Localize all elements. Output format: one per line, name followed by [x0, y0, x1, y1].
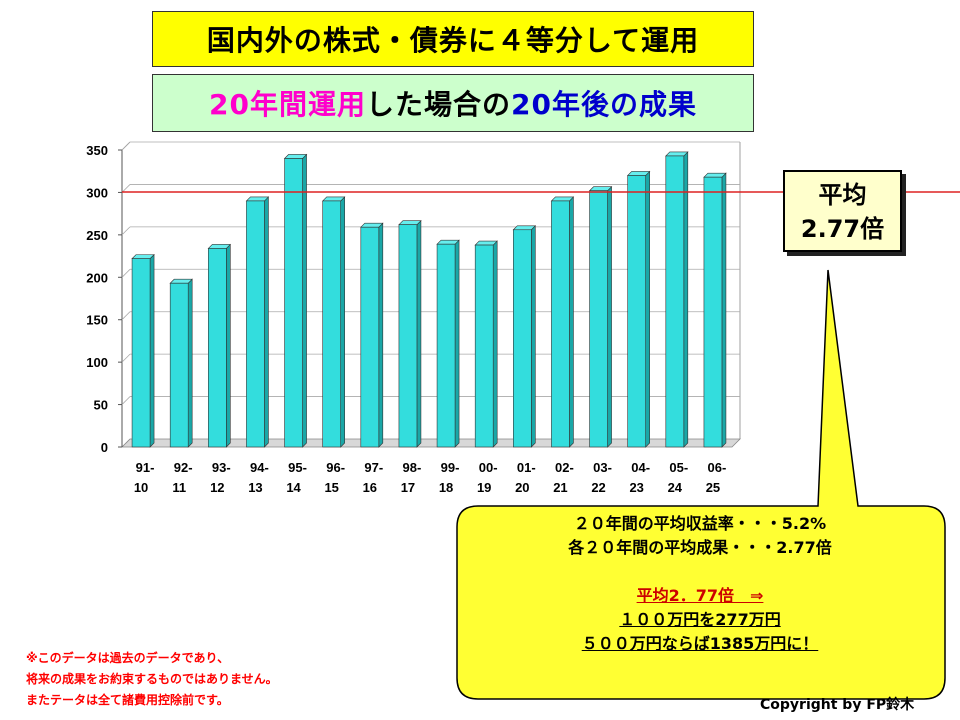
callout-line-4: １００万円を277万円 [619, 610, 781, 629]
callout-line-3: 平均2．77倍 ⇒ [636, 586, 764, 605]
bar [169, 282, 189, 448]
bar [513, 229, 532, 448]
callout-line-2: 各２０年間の平均成果・・・2.77倍 [568, 538, 832, 557]
y-tick-label: 50 [94, 398, 108, 413]
x-tick-label-bottom: 13 [248, 480, 262, 495]
gridline-depth [121, 269, 131, 278]
x-tick-label-bottom: 12 [210, 480, 224, 495]
x-tick-label-top: 05- [669, 460, 688, 475]
gridline-depth [121, 353, 131, 363]
gridline-depth [121, 311, 131, 320]
gridline-depth [121, 396, 131, 405]
average-value: 2.77倍 [800, 215, 885, 243]
x-tick-label-top: 94- [250, 460, 269, 475]
bar [284, 158, 303, 448]
gridline-depth [121, 184, 131, 193]
x-tick-label-top: 93- [212, 460, 231, 475]
x-tick-label-top: 04- [631, 460, 650, 475]
x-tick-label-bottom: 19 [477, 480, 491, 495]
bar [436, 243, 456, 448]
bar [398, 224, 418, 448]
x-tick-label-bottom: 21 [553, 480, 567, 495]
bar [322, 200, 341, 448]
bar [246, 200, 265, 448]
disclaimer-line-3: またテータは全て諸費用控除前です。 [26, 693, 229, 707]
x-tick-label-top: 98- [403, 460, 422, 475]
title-sub-part3: 20年後の成果 [511, 88, 697, 121]
x-tick-label-top: 00- [479, 460, 498, 475]
x-tick-label-bottom: 20 [515, 480, 529, 495]
bar [589, 190, 608, 448]
x-tick-label-top: 03- [593, 460, 612, 475]
x-tick-label-bottom: 25 [706, 480, 720, 495]
x-tick-label-top: 92- [174, 460, 193, 475]
gridline-depth [121, 141, 131, 151]
x-tick-label-top: 91- [136, 460, 155, 475]
title-main: 国内外の株式・債券に４等分して運用 [152, 11, 754, 67]
title-sub-part2: した場合の [365, 88, 511, 121]
callout-line-1: ２０年間の平均収益率・・・5.2% [573, 514, 827, 533]
x-tick-label-top: 99- [441, 460, 460, 475]
average-box: 平均 2.77倍 [783, 170, 902, 252]
disclaimer: ※このデータは過去のデータであり、 将来の成果をお約束するものではありません。 … [26, 648, 278, 711]
plot-wall [122, 142, 740, 447]
disclaimer-line-1: ※このデータは過去のデータであり、 [26, 651, 230, 665]
y-tick-label: 0 [101, 440, 108, 455]
callout-shape [456, 269, 946, 700]
gridline-depth [121, 226, 131, 236]
y-tick-label: 250 [86, 228, 108, 243]
x-tick-label-bottom: 22 [591, 480, 605, 495]
callout-text: ２０年間の平均収益率・・・5.2% 各２０年間の平均成果・・・2.77倍 平均2… [455, 512, 945, 656]
average-label: 平均 [818, 181, 867, 209]
bar [703, 176, 723, 448]
y-tick-label: 300 [86, 185, 108, 200]
title-sub: 20年間運用 した場合の 20年後の成果 [152, 74, 754, 132]
x-tick-label-bottom: 10 [134, 480, 148, 495]
x-tick-label-bottom: 11 [172, 480, 186, 495]
bar [208, 248, 227, 448]
x-tick-label-bottom: 23 [629, 480, 643, 495]
title-sub-part1: 20年間運用 [209, 88, 366, 121]
x-tick-label-top: 02- [555, 460, 574, 475]
x-tick-label-bottom: 15 [324, 480, 338, 495]
copyright: Copyright by FP鈴木 [760, 697, 915, 713]
y-tick-label: 200 [86, 270, 108, 285]
x-tick-label-bottom: 24 [668, 480, 683, 495]
y-tick-label: 150 [86, 313, 108, 328]
bar [665, 155, 685, 448]
y-tick-label: 100 [86, 355, 108, 370]
x-tick-label-top: 01- [517, 460, 536, 475]
bar [131, 258, 151, 448]
x-tick-label-bottom: 14 [286, 480, 301, 495]
x-tick-label-bottom: 18 [439, 480, 453, 495]
x-tick-label-top: 96- [326, 460, 345, 475]
bar [627, 175, 646, 448]
disclaimer-line-2: 将来の成果をお約束するものではありません。 [26, 672, 278, 686]
bar [474, 244, 494, 448]
x-tick-label-bottom: 16 [363, 480, 377, 495]
x-tick-label-bottom: 17 [401, 480, 415, 495]
x-tick-label-top: 95- [288, 460, 307, 475]
callout-line-5: ５００万円ならば1385万円に！ [581, 634, 819, 653]
bar [551, 200, 570, 448]
y-tick-label: 350 [86, 143, 108, 158]
bar [360, 226, 380, 448]
x-tick-label-top: 97- [364, 460, 383, 475]
x-tick-label-top: 06- [708, 460, 727, 475]
